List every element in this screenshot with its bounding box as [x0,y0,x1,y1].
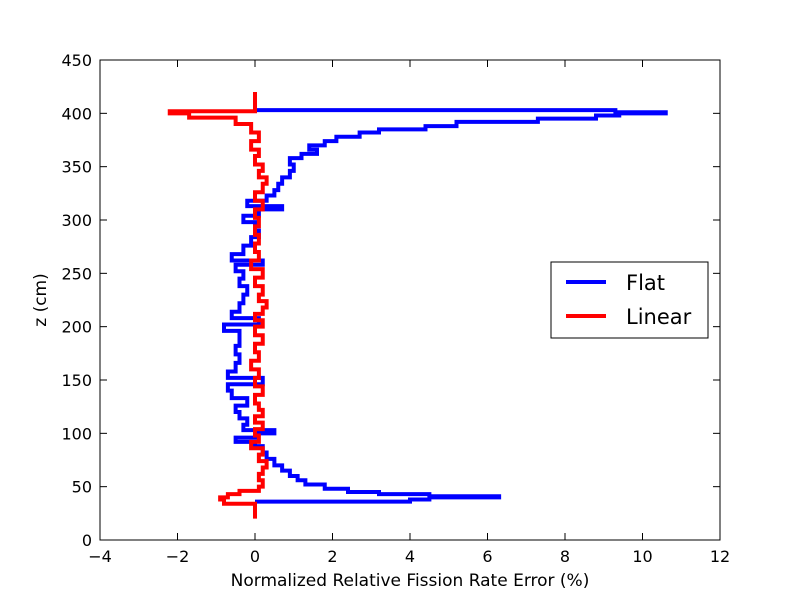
plot-area [167,92,668,519]
x-tick-label: 6 [482,547,492,566]
legend: Flat Linear [550,261,709,339]
legend-box [550,261,709,339]
y-tick-label: 300 [61,211,92,230]
series-line-linear [167,92,269,519]
x-tick-label: 0 [250,547,260,566]
x-tick-label: −2 [166,547,190,566]
y-tick-label: 0 [82,531,92,550]
y-axis-label: z (cm) [31,273,51,327]
y-tick-label: 400 [61,104,92,123]
y-tick-label: 450 [61,51,92,70]
x-tick-label: 10 [632,547,652,566]
y-tick-label: 250 [61,264,92,283]
y-tick-label: 50 [72,478,92,497]
x-tick-label: 8 [560,547,570,566]
y-tick-label: 150 [61,371,92,390]
x-axis-label: Normalized Relative Fission Rate Error (… [231,571,590,591]
x-tick-label: −4 [88,547,112,566]
y-tick-label: 200 [61,318,92,337]
y-tick-label: 100 [61,424,92,443]
x-tick-label: 2 [327,547,337,566]
series-line-flat [222,108,668,504]
legend-label-linear: Linear [626,305,692,329]
x-tick-label: 12 [710,547,730,566]
y-tick-label: 350 [61,158,92,177]
axes: −4 −2 0 2 4 6 8 10 12 0 50 100 150 200 250 300 350 400 450 [61,51,730,566]
legend-label-flat: Flat [626,271,665,295]
x-tick-label: 4 [405,547,415,566]
